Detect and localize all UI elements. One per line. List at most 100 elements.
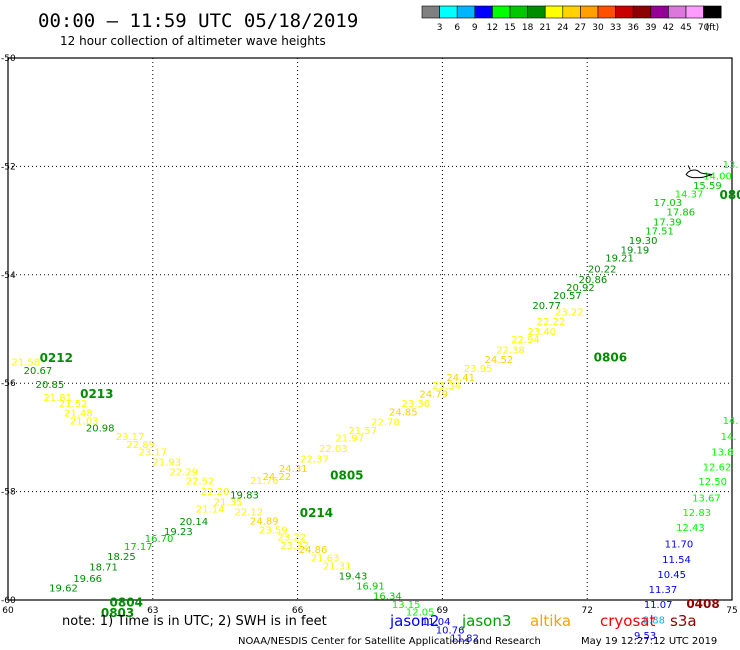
wave-height-value: 23.34 <box>432 381 461 392</box>
colorbar-swatch <box>474 5 493 19</box>
wave-height-value: 24.52 <box>485 355 514 366</box>
x-tick-label: 72 <box>581 606 592 616</box>
colorbar-swatch <box>562 5 581 19</box>
colorbar-swatch <box>668 5 687 19</box>
colorbar-label: 24 <box>557 23 569 33</box>
island-shape <box>685 165 713 179</box>
wave-height-value: 13.15 <box>392 600 421 611</box>
wave-height-value: 13.67 <box>692 493 721 504</box>
wave-height-value: 22.03 <box>319 444 348 455</box>
grid-lines <box>8 58 732 600</box>
colorbar-swatch <box>439 5 458 19</box>
x-tick-label: 60 <box>2 606 14 616</box>
wave-height-value: 11.07 <box>644 600 673 611</box>
wave-height-value: 12.43 <box>676 523 705 534</box>
color-scale-legend: 3 6 9 12 15 18 21 24 27 30 33 36 39 42 45 70(ft) <box>421 5 722 33</box>
colorbar-label: 3 <box>437 23 443 33</box>
wave-height-value: 20.86 <box>579 275 608 286</box>
satellite-legend-cryosat: cryosat <box>600 612 655 630</box>
wave-height-value: 23.59 <box>259 525 288 536</box>
wave-height-value: 22.22 <box>537 317 566 328</box>
wave-height-value: 24.85 <box>389 408 418 419</box>
wave-height-value: 10.76 <box>436 626 465 637</box>
wave-height-value: 14.37 <box>675 189 704 200</box>
colorbar-label: 33 <box>610 23 621 33</box>
wave-height-value: 24.79 <box>419 389 448 400</box>
wave-height-value: 17.39 <box>653 217 682 228</box>
wave-height-value: 22.20 <box>201 487 230 498</box>
wave-height-value: 20.67 <box>24 366 53 377</box>
wave-height-value: 11.54 <box>662 555 691 566</box>
colorbar-label: 12 <box>487 23 498 33</box>
wave-height-value: 17.86 <box>667 208 696 219</box>
wave-height-value: 12.62 <box>703 462 732 473</box>
wave-height-value: 20.92 <box>566 283 595 294</box>
x-tick-label: 63 <box>147 606 158 616</box>
satellite-legend-jason2: jason2 <box>389 612 439 630</box>
wave-height-value: 20.98 <box>86 423 115 434</box>
colorbar-swatch <box>703 5 722 19</box>
colorbar-swatch <box>492 5 511 19</box>
wave-height-value: 15.59 <box>693 181 722 192</box>
wave-height-value: 21.58 <box>12 357 41 368</box>
wave-height-value: 9.53 <box>634 631 656 642</box>
colorbar-swatch <box>580 5 599 19</box>
wave-height-value: 11.70 <box>665 539 694 550</box>
wave-height-value: 16.34 <box>373 591 402 602</box>
wave-height-value: 20.22 <box>588 265 617 276</box>
wave-height-value: 14.00 <box>703 171 732 182</box>
wave-height-value: 24.86 <box>299 545 328 556</box>
wave-height-value: 20.14 <box>180 517 209 528</box>
colorbar-label: 42 <box>663 23 674 33</box>
wave-height-value: 22.29 <box>169 467 198 478</box>
footer-note: note: 1) Time is in UTC; 2) SWH is in fe… <box>62 614 327 629</box>
colorbar-label: 18 <box>522 23 534 33</box>
wave-height-value: 20.57 <box>553 291 582 302</box>
wave-height-value: 21.93 <box>152 458 181 469</box>
wave-height-value: 20.77 <box>532 301 561 312</box>
colorbar-label: 9 <box>472 23 478 33</box>
wave-height-value: 21.31 <box>323 562 352 573</box>
wave-height-value: 24.31 <box>279 464 308 475</box>
wave-height-value: 12.05 <box>406 608 435 619</box>
colorbar-swatch <box>650 5 669 19</box>
x-tick-label: 66 <box>292 606 304 616</box>
wave-height-value: 22.38 <box>496 345 525 356</box>
wave-height-value: 23.22 <box>277 532 306 543</box>
colorbar-label: 6 <box>454 23 460 33</box>
wave-height-value: 17.17 <box>124 542 153 553</box>
wave-height-value: 12.83 <box>682 508 711 519</box>
y-tick-label: -60 <box>1 596 16 606</box>
wave-height-value: 19.43 <box>339 571 368 582</box>
wave-height-value: 22.37 <box>300 454 329 465</box>
wave-height-value: 11.04 <box>422 617 451 628</box>
colorbar-label: 15 <box>504 23 515 33</box>
colorbar-swatch <box>685 5 704 19</box>
y-tick-label: -56 <box>1 379 16 389</box>
colorbar-swatch <box>632 5 652 19</box>
colorbar-label: 70 <box>698 23 710 33</box>
wave-height-value: 19.19 <box>621 246 650 257</box>
satellite-legend-jason3: jason3 <box>461 612 511 630</box>
colorbar-swatch <box>421 5 440 19</box>
colorbar-swatch <box>456 5 476 19</box>
wave-height-value: 21.97 <box>335 434 364 445</box>
wave-height-value: 14. <box>723 416 739 427</box>
wave-height-value: 19.62 <box>49 583 78 594</box>
colorbar-swatch <box>527 5 546 19</box>
wave-height-value: 16.91 <box>356 582 385 593</box>
wave-height-value: 19.66 <box>73 574 102 585</box>
colorbar-label: 21 <box>539 23 550 33</box>
colorbar-label: 27 <box>575 23 586 33</box>
wave-height-value: 19.83 <box>230 491 259 502</box>
y-tick-label: -58 <box>1 488 16 498</box>
wave-height-value: 21.52 <box>59 399 88 410</box>
wave-height-value: 23.17 <box>116 432 145 443</box>
wave-height-value: 17.03 <box>653 198 682 209</box>
x-tick-label: 69 <box>437 606 449 616</box>
wave-height-value: 17.51 <box>645 227 674 238</box>
pass-time-label: 080 <box>719 188 740 202</box>
island-outline <box>685 165 713 179</box>
